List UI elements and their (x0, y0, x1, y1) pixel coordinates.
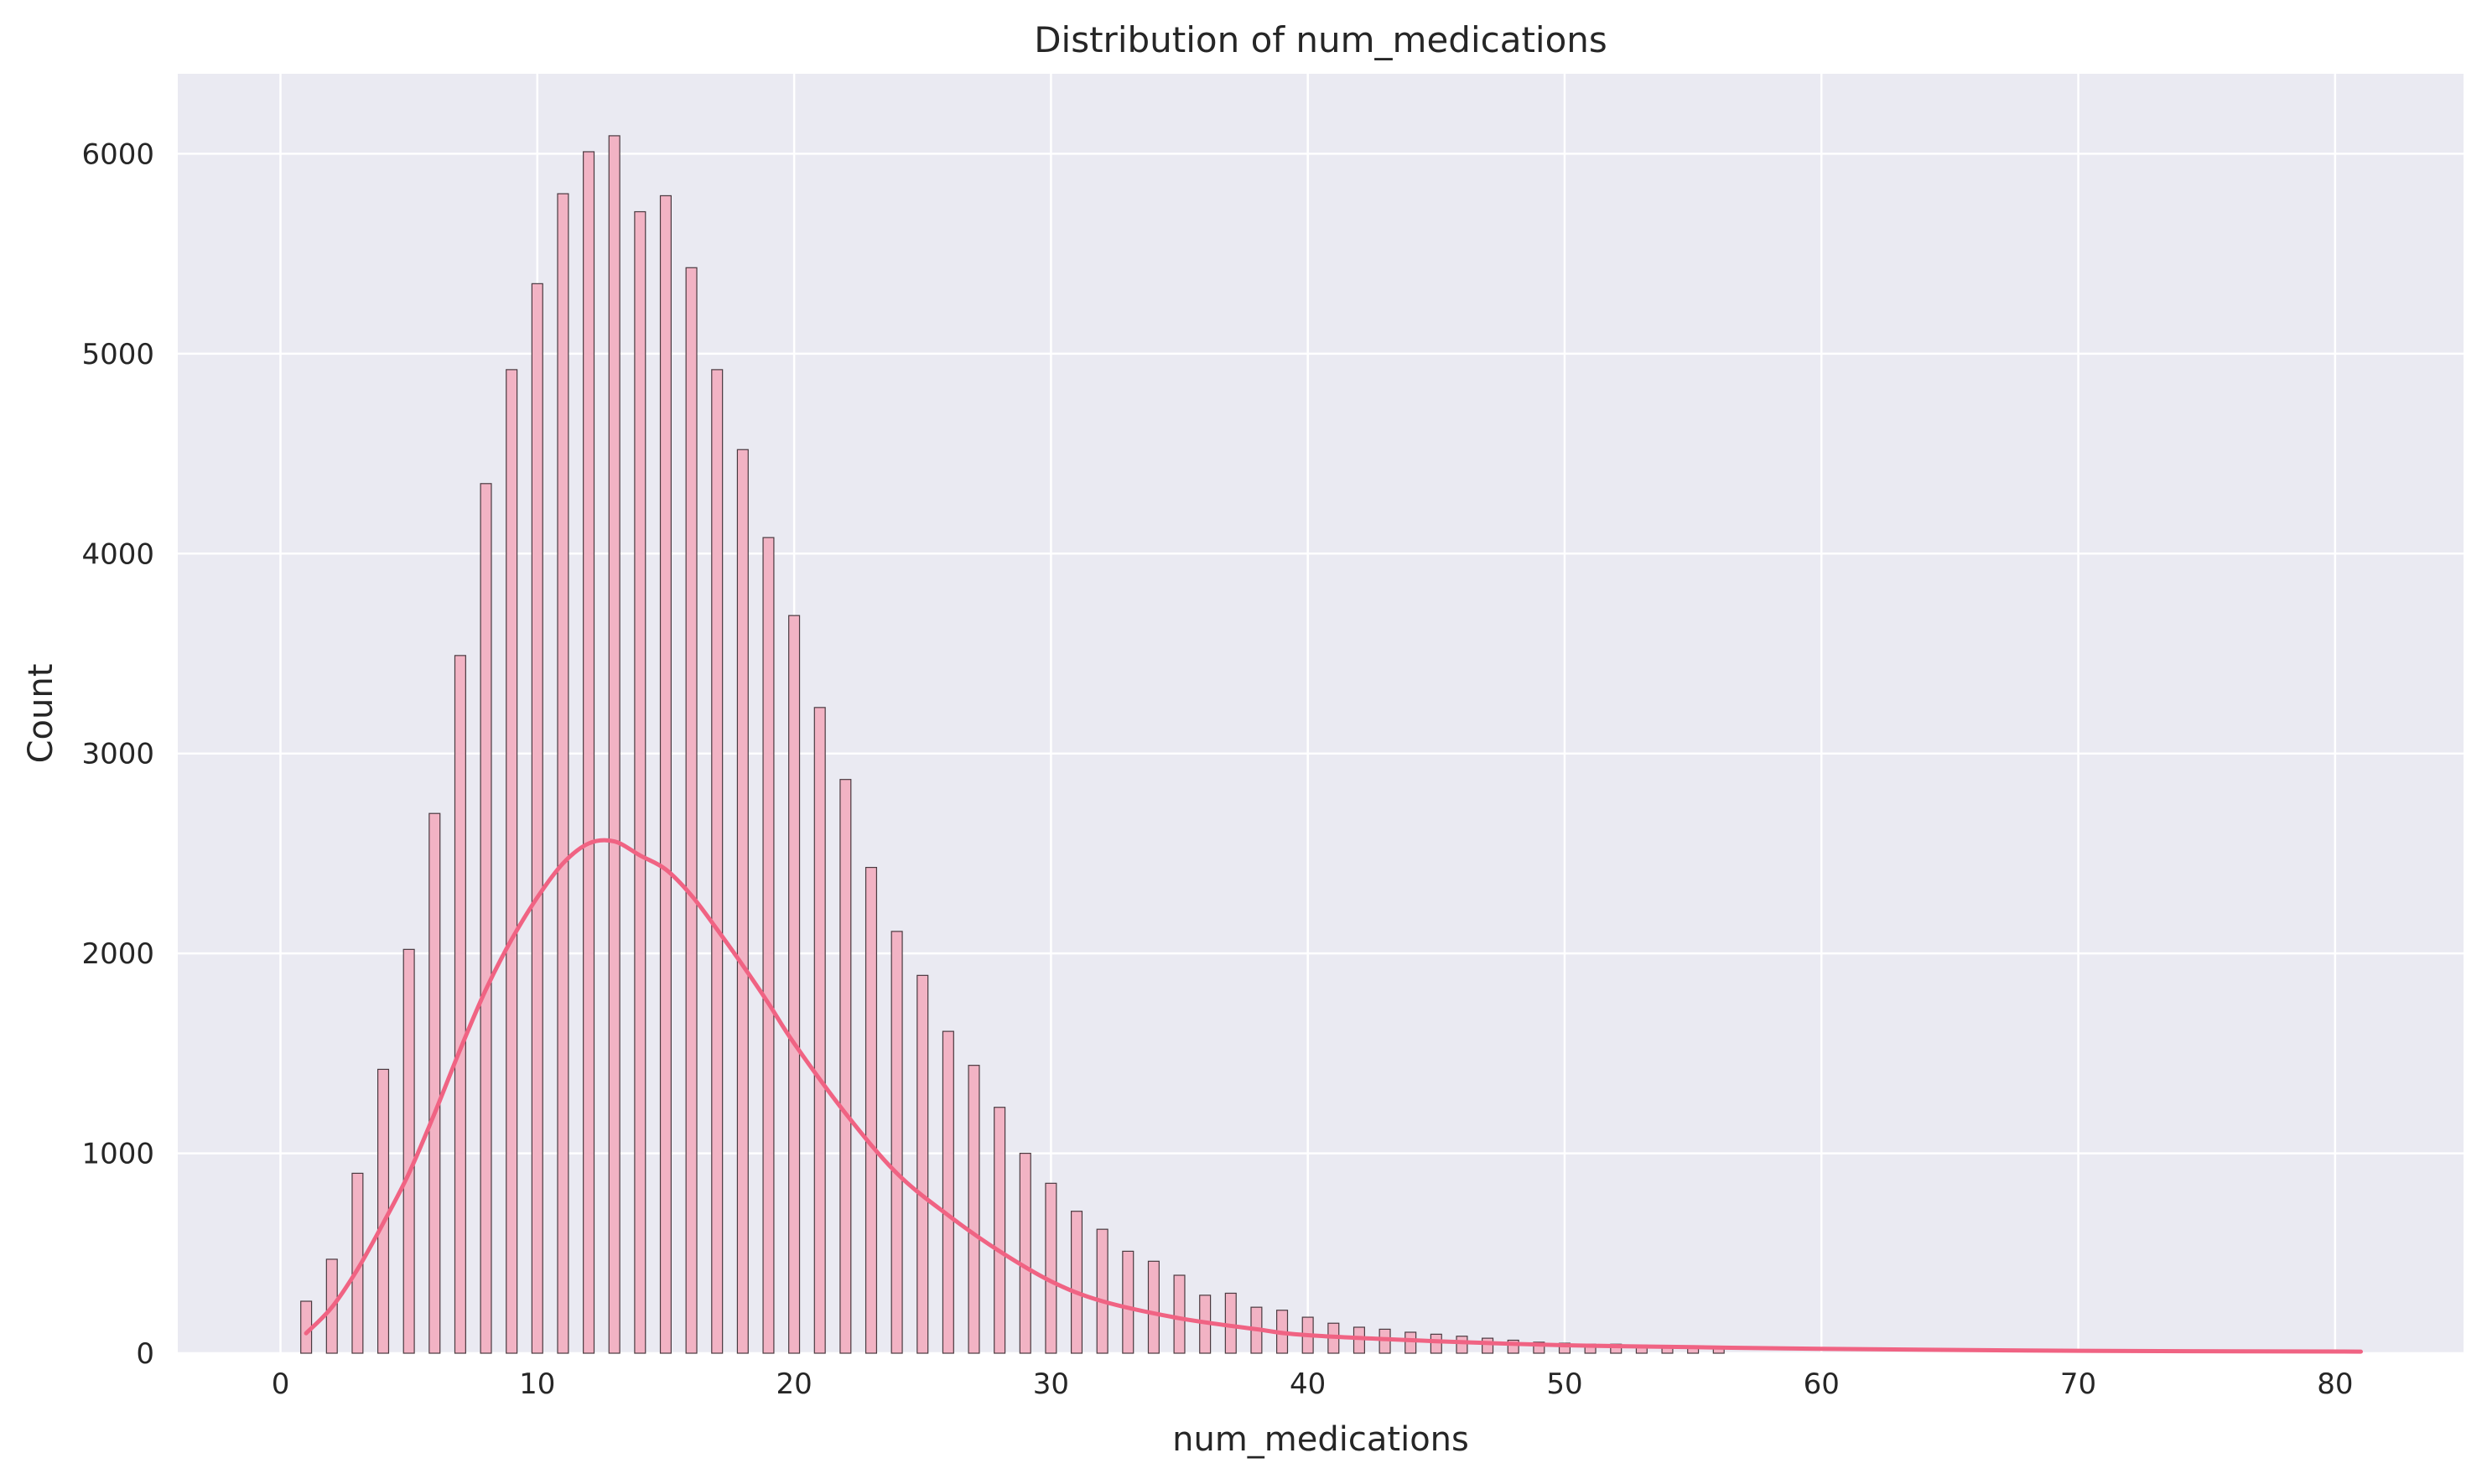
histogram-bar (711, 369, 724, 1354)
histogram-bar (1456, 1336, 1468, 1354)
histogram-bar (942, 1030, 954, 1354)
y-tick-label: 2000 (81, 937, 154, 971)
x-tick-label: 40 (1290, 1367, 1326, 1401)
y-axis-label: Count (22, 664, 60, 764)
histogram-bar (813, 707, 826, 1354)
x-tick-label: 20 (776, 1367, 812, 1401)
histogram-bar (1096, 1228, 1109, 1354)
histogram-bar (968, 1065, 980, 1354)
histogram-bar (583, 151, 595, 1354)
histogram-bar (1045, 1182, 1057, 1354)
histogram-bar (1122, 1250, 1134, 1354)
histogram-bar (864, 866, 878, 1354)
x-axis-label: num_medications (1172, 1420, 1469, 1459)
histogram-bar (1482, 1337, 1494, 1354)
histogram-bar (1430, 1333, 1442, 1354)
histogram-bar (634, 210, 646, 1354)
histogram-bar (1147, 1260, 1160, 1354)
kde-curve (304, 838, 2363, 1354)
histogram-bar (1019, 1152, 1031, 1354)
x-tick-label: 10 (519, 1367, 555, 1401)
chart-title: Distribution of num_medications (1034, 19, 1607, 60)
y-tick-label: 5000 (81, 338, 154, 371)
plot-area (178, 74, 2464, 1353)
histogram-bar (736, 449, 749, 1354)
y-tick-label: 0 (136, 1337, 154, 1371)
histogram-bar (839, 779, 852, 1354)
x-tick-label: 30 (1033, 1367, 1069, 1401)
x-tick-label: 50 (1546, 1367, 1582, 1401)
histogram-bar (1070, 1211, 1083, 1354)
y-tick-label: 3000 (81, 738, 154, 771)
histogram-bar (762, 537, 775, 1354)
histogram-bar (788, 615, 801, 1354)
histogram-bar (1224, 1292, 1237, 1354)
x-tick-label: 0 (272, 1367, 290, 1401)
histogram-bar (480, 483, 492, 1354)
x-axis-ticks: 0 10 20 30 40 50 60 70 80 (272, 1367, 2354, 1401)
histogram-bar (916, 974, 929, 1354)
y-tick-label: 1000 (81, 1138, 154, 1171)
histogram-bar (994, 1107, 1006, 1354)
x-tick-label: 80 (2317, 1367, 2353, 1401)
histogram-bar (531, 283, 543, 1354)
x-tick-label: 70 (2060, 1367, 2096, 1401)
y-tick-label: 6000 (81, 138, 154, 171)
histogram-bar (890, 931, 903, 1354)
histogram-bar (377, 1068, 390, 1354)
y-tick-label: 4000 (81, 537, 154, 571)
histogram-bar (659, 195, 672, 1354)
histogram-bar (506, 369, 518, 1354)
histogram-bar (454, 655, 466, 1354)
histogram-bar (608, 135, 620, 1354)
y-axis-ticks: 0 1000 2000 3000 4000 5000 6000 (81, 138, 154, 1371)
histogram-bar (557, 193, 569, 1354)
histogram-bar (402, 948, 415, 1354)
x-tick-label: 60 (1804, 1367, 1840, 1401)
histogram-bar (428, 812, 441, 1354)
histogram-bar (1404, 1331, 1417, 1354)
histogram-bar (1173, 1274, 1186, 1354)
histogram-bar (685, 267, 698, 1354)
